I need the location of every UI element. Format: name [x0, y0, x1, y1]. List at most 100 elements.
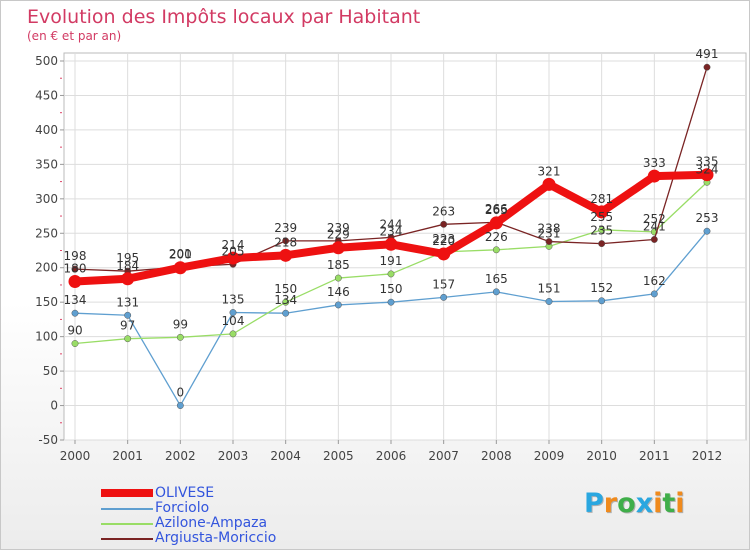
data-point [542, 177, 556, 191]
data-label: 335 [696, 155, 719, 169]
legend-swatch-azilone-ampaza [101, 523, 153, 525]
data-point [176, 333, 184, 341]
data-point [492, 288, 500, 296]
logo-letter: i [653, 488, 663, 519]
x-tick-label: 2010 [586, 449, 617, 463]
data-label: 157 [432, 277, 455, 291]
data-label: 151 [538, 281, 561, 295]
data-point [71, 265, 79, 273]
data-point [387, 270, 395, 278]
legend-swatch-olivese [101, 489, 153, 497]
data-label: 255 [590, 210, 613, 224]
x-tick-label: 2006 [376, 449, 407, 463]
data-label: 226 [485, 230, 508, 244]
x-tick-label: 2005 [323, 449, 354, 463]
data-point [650, 290, 658, 298]
y-tick-label: -50 [38, 433, 58, 447]
data-point [387, 298, 395, 306]
data-label: 321 [538, 164, 561, 178]
data-point [68, 275, 82, 289]
data-label: 214 [222, 238, 245, 252]
logo-letter: P [584, 488, 604, 519]
data-label: 162 [643, 274, 666, 288]
data-point [176, 402, 184, 409]
data-point [545, 238, 553, 245]
data-label: 134 [274, 293, 297, 307]
data-point [700, 168, 714, 182]
data-point [71, 309, 79, 317]
data-label: 491 [696, 47, 719, 61]
data-label: 218 [274, 235, 297, 249]
legend-label-azilone-ampaza: Azilone-Ampaza [155, 515, 268, 531]
data-label: 150 [380, 282, 403, 296]
data-point [703, 63, 711, 71]
data-point [489, 216, 503, 230]
data-point [229, 309, 237, 316]
x-tick-label: 2007 [428, 449, 459, 463]
data-label: 131 [116, 295, 139, 309]
data-label-layer: 180 184 200 214 218 229 234 220 265 321 281 333 335 1… [64, 47, 719, 399]
data-label: 195 [116, 251, 139, 265]
data-label: 223 [432, 232, 455, 246]
y-tick-label: 350 [35, 157, 58, 171]
legend-label-argiusta-moriccio: Argiusta-Moriccio [155, 530, 277, 546]
data-label: 205 [222, 244, 245, 258]
data-label: 97 [120, 319, 135, 333]
data-label: 252 [643, 212, 666, 226]
data-label: 180 [64, 262, 87, 276]
chart-subtitle: (en € et par an) [27, 29, 122, 43]
legend-swatch-forciolo [101, 508, 153, 510]
x-tick-label: 2002 [165, 449, 196, 463]
x-tick-label: 2012 [692, 449, 723, 463]
data-label: 265 [485, 203, 508, 217]
data-label: 239 [327, 221, 350, 235]
data-label: 99 [173, 317, 188, 331]
logo-letter: o [617, 488, 636, 519]
data-point [229, 330, 237, 338]
data-label: 201 [169, 247, 192, 261]
data-point [331, 241, 345, 255]
data-label: 333 [643, 156, 666, 170]
data-point [703, 227, 711, 235]
grid-layer [63, 52, 747, 441]
x-tick-label: 2008 [481, 449, 512, 463]
y-tick-label: 100 [35, 330, 58, 344]
x-tick-label: 2000 [60, 449, 91, 463]
x-tick-label: 2003 [218, 449, 249, 463]
data-label: 165 [485, 272, 508, 286]
legend-label-olivese: OLIVESE [155, 485, 215, 501]
data-label: 235 [590, 224, 613, 238]
proxiti-logo: Proxiti [584, 488, 685, 519]
data-point [282, 298, 290, 306]
data-label: 231 [538, 226, 561, 240]
y-tick-label: 300 [35, 192, 58, 206]
data-label: 234 [380, 224, 403, 238]
y-tick-label: 50 [43, 364, 58, 378]
data-label: 200 [169, 248, 192, 262]
data-label: 263 [432, 204, 455, 218]
y-tick-label: 250 [35, 226, 58, 240]
data-point [384, 237, 398, 251]
data-point [440, 293, 448, 301]
data-label: 0 [177, 386, 185, 400]
data-label: 191 [380, 254, 403, 268]
y-tick-label: 150 [35, 295, 58, 309]
series-layer [68, 63, 714, 409]
data-point [279, 248, 293, 262]
data-label: 220 [432, 234, 455, 248]
data-label: 241 [643, 219, 666, 233]
data-point [545, 298, 553, 305]
data-label: 281 [590, 192, 613, 206]
data-label: 324 [696, 162, 719, 176]
data-label: 146 [327, 285, 350, 299]
data-point [598, 297, 606, 305]
data-label: 152 [590, 281, 613, 295]
data-label: 253 [696, 211, 719, 225]
y-tick-label: 200 [35, 261, 58, 275]
data-point [492, 246, 500, 254]
logo-letter: x [635, 488, 654, 519]
legend-label-forciolo: Forciolo [155, 500, 210, 516]
